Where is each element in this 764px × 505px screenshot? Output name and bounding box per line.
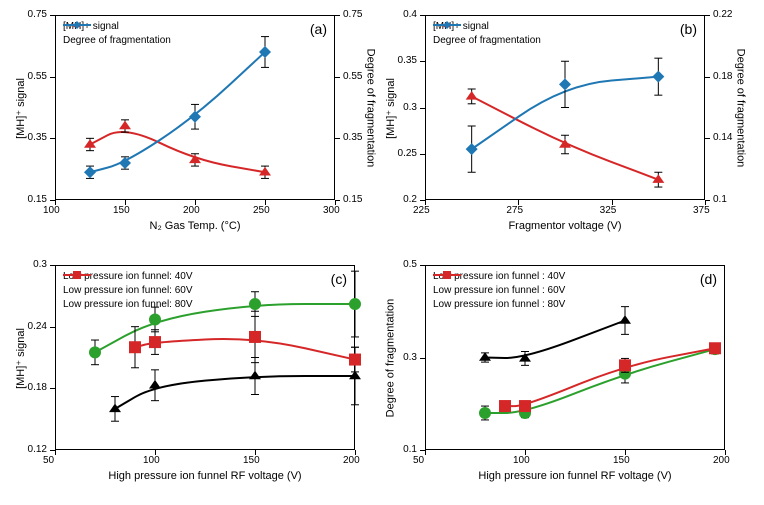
ytick-label-left: 0.15	[28, 194, 47, 205]
ytick-label-right: 0.55	[343, 71, 362, 82]
ylabel-right: Degree of fragmentation	[364, 15, 376, 200]
xtick-label: 375	[693, 205, 710, 216]
ylabel-left: [MH]⁺ signal	[384, 16, 397, 201]
legend-item: Low pressure ion funnel: 80V	[63, 297, 193, 311]
ytick-label-left: 0.4	[403, 9, 417, 20]
ylabel-left: [MH]⁺ signal	[14, 16, 27, 201]
ytick-label-left: 0.5	[403, 259, 417, 270]
xlabel: High pressure ion funnel RF voltage (V)	[425, 470, 725, 482]
legend-text: Low pressure ion funnel: 60V	[63, 285, 193, 296]
legend: [MH]+ signalDegree of fragmentation	[63, 19, 171, 47]
xtick-label: 225	[413, 205, 430, 216]
panel_b: 2252753253750.20.250.30.350.40.10.140.18…	[425, 15, 705, 200]
xtick-label: 50	[43, 455, 54, 466]
xtick-label: 100	[43, 205, 60, 216]
panel-label: (d)	[700, 271, 717, 287]
xlabel: N₂ Gas Temp. (°C)	[55, 220, 335, 232]
ytick-label-left: 0.3	[33, 259, 47, 270]
legend-text: Degree of fragmentation	[63, 35, 171, 46]
legend-item: Low pressure ion funnel : 60V	[433, 283, 565, 297]
ytick-label-left: 0.18	[28, 382, 47, 393]
xtick-label: 150	[113, 205, 130, 216]
legend: Low pressure ion funnel : 40VLow pressur…	[433, 269, 565, 311]
legend-text: Low pressure ion funnel : 60V	[433, 285, 565, 296]
ytick-label-left: 0.35	[28, 132, 47, 143]
xtick-label: 200	[183, 205, 200, 216]
xtick-label: 275	[506, 205, 523, 216]
legend-item: Low pressure ion funnel: 60V	[63, 283, 193, 297]
xtick-label: 150	[613, 455, 630, 466]
ylabel-left: Degree of fragmentation	[384, 265, 396, 450]
xtick-label: 100	[513, 455, 530, 466]
ytick-label-right: 0.15	[343, 194, 362, 205]
ytick-label-left: 0.24	[28, 321, 47, 332]
ylabel-left: [MH]⁺ signal	[14, 266, 27, 451]
ytick-label-left: 0.25	[398, 148, 417, 159]
ytick-label-right: 0.35	[343, 132, 362, 143]
panel_c: 501001502000.120.180.240.3High pressure …	[55, 265, 355, 450]
ytick-label-left: 0.3	[403, 352, 417, 363]
panel_d: 501001502000.10.30.5High pressure ion fu…	[425, 265, 725, 450]
xtick-label: 50	[413, 455, 424, 466]
xtick-label: 250	[253, 205, 270, 216]
ytick-label-left: 0.35	[398, 55, 417, 66]
xlabel: Fragmentor voltage (V)	[425, 220, 705, 232]
legend-item: Low pressure ion funnel : 80V	[433, 297, 565, 311]
ytick-label-right: 0.75	[343, 9, 362, 20]
legend-item: Degree of fragmentation	[433, 33, 541, 47]
legend: Low pressure ion funnel: 40VLow pressure…	[63, 269, 193, 311]
legend-text: Degree of fragmentation	[433, 35, 541, 46]
xlabel: High pressure ion funnel RF voltage (V)	[55, 470, 355, 482]
legend: [MH]+ signalDegree of fragmentation	[433, 19, 541, 47]
ytick-label-right: 0.14	[713, 132, 732, 143]
xtick-label: 300	[323, 205, 340, 216]
legend-text: Low pressure ion funnel : 80V	[433, 299, 565, 310]
panel-label: (a)	[310, 21, 327, 37]
panel-label: (c)	[331, 271, 347, 287]
xtick-label: 200	[343, 455, 360, 466]
xtick-label: 200	[713, 455, 730, 466]
ytick-label-left: 0.3	[403, 102, 417, 113]
ytick-label-right: 0.18	[713, 71, 732, 82]
ytick-label-left: 0.55	[28, 71, 47, 82]
legend-item: Degree of fragmentation	[63, 33, 171, 47]
ytick-label-right: 0.1	[713, 194, 727, 205]
xtick-label: 150	[243, 455, 260, 466]
ytick-label-left: 0.2	[403, 194, 417, 205]
ylabel-right: Degree of fragmentation	[734, 15, 746, 200]
panel-label: (b)	[680, 21, 697, 37]
ytick-label-right: 0.22	[713, 9, 732, 20]
panel_a: 1001502002503000.150.350.550.750.150.350…	[55, 15, 335, 200]
xtick-label: 100	[143, 455, 160, 466]
legend-text: Low pressure ion funnel: 80V	[63, 299, 193, 310]
ytick-label-left: 0.1	[403, 444, 417, 455]
ytick-label-left: 0.12	[28, 444, 47, 455]
ytick-label-left: 0.75	[28, 9, 47, 20]
xtick-label: 325	[600, 205, 617, 216]
